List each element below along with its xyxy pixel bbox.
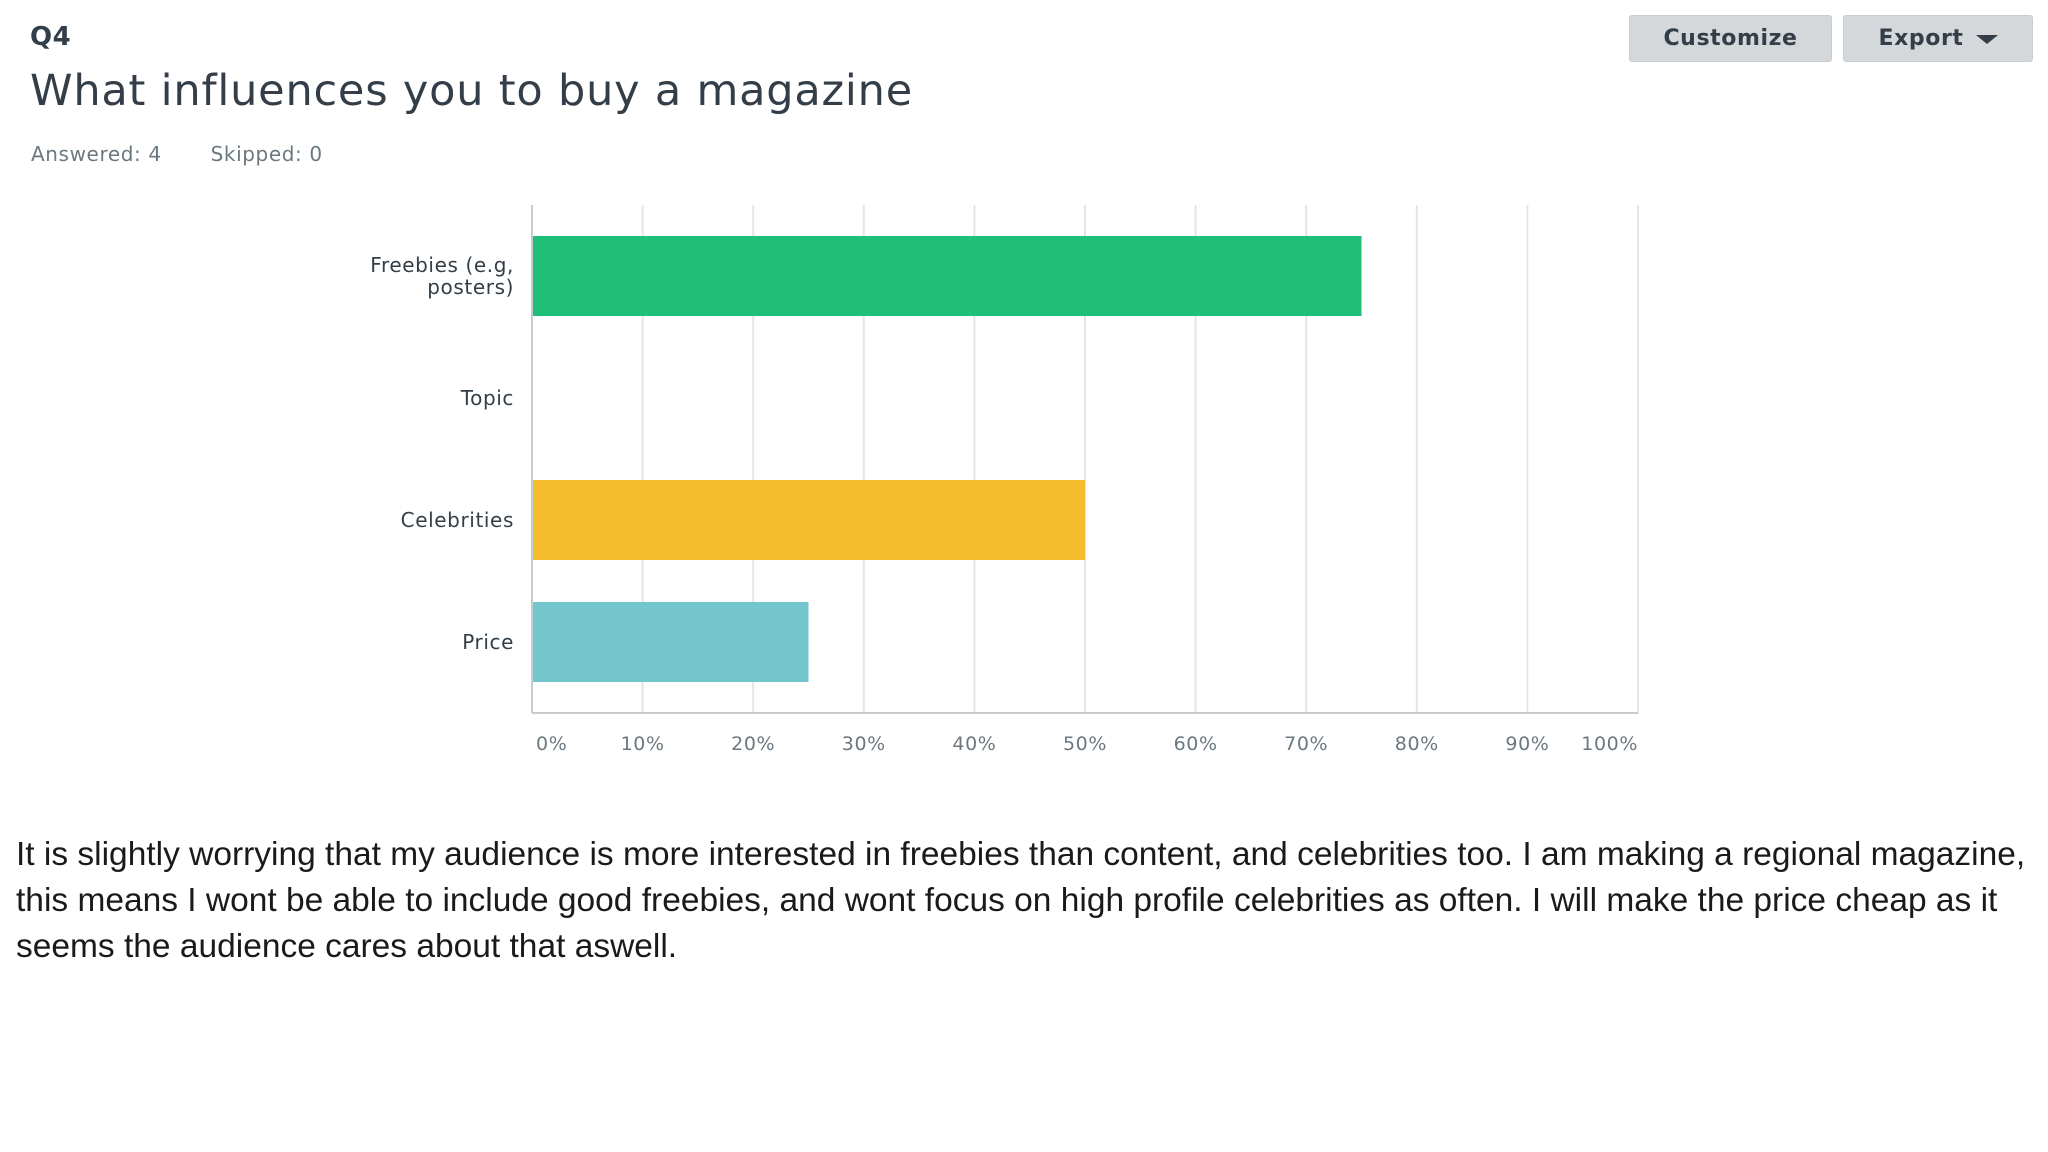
- export-button[interactable]: Export: [1843, 15, 2033, 62]
- x-tick-label: 50%: [1063, 733, 1107, 755]
- export-button-label: Export: [1878, 26, 1964, 51]
- customize-button-label: Customize: [1663, 26, 1798, 51]
- customize-button[interactable]: Customize: [1629, 15, 1832, 62]
- x-tick-label: 60%: [1174, 733, 1218, 755]
- x-tick-label: 90%: [1505, 733, 1549, 755]
- response-stats: Answered: 4 Skipped: 0: [31, 142, 323, 166]
- skipped-count: Skipped: 0: [210, 142, 323, 166]
- x-tick-label: 40%: [952, 733, 996, 755]
- category-label: Celebrities: [401, 508, 514, 532]
- category-label: Topic: [460, 386, 514, 410]
- x-tick-label: 10%: [621, 733, 665, 755]
- x-tick-label: 80%: [1395, 733, 1439, 755]
- caret-down-icon: [1975, 35, 1998, 44]
- question-number: Q4: [30, 22, 72, 52]
- x-tick-label: 70%: [1284, 733, 1328, 755]
- commentary-text: It is slightly worrying that my audience…: [16, 836, 2026, 965]
- category-label: Freebies (e.g, posters): [370, 253, 514, 299]
- bar: [532, 236, 1362, 316]
- answered-count: Answered: 4: [31, 142, 162, 166]
- question-title: What influences you to buy a magazine: [30, 66, 913, 116]
- x-tick-label: 30%: [842, 733, 886, 755]
- bar: [532, 602, 809, 682]
- x-tick-label: 0%: [536, 733, 567, 755]
- x-tick-label: 100%: [1581, 733, 1638, 755]
- bar-chart: Freebies (e.g, posters) Topic Celebrities Pr…: [370, 205, 1639, 755]
- x-tick-label: 20%: [731, 733, 775, 755]
- bar: [532, 480, 1085, 560]
- category-label: Price: [462, 630, 514, 654]
